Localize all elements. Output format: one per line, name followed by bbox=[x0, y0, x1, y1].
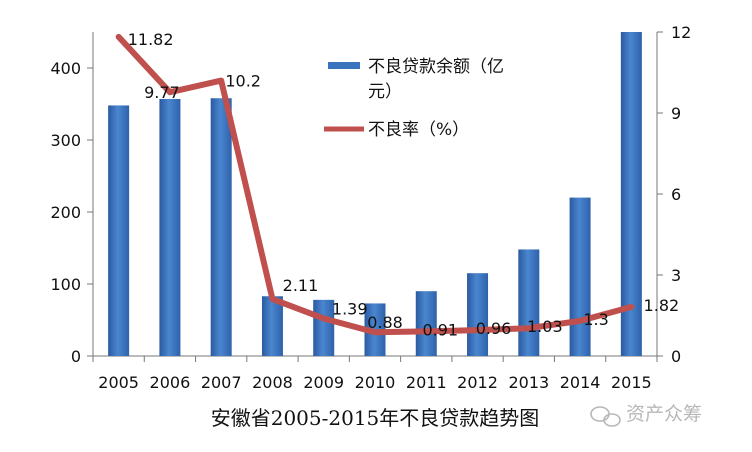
x-tick-label: 2006 bbox=[150, 373, 191, 392]
left-tick-label: 100 bbox=[50, 275, 81, 294]
right-tick-label: 9 bbox=[671, 104, 681, 123]
bar bbox=[415, 291, 437, 356]
data-label: 1.3 bbox=[583, 310, 608, 329]
left-tick-label: 300 bbox=[50, 131, 81, 150]
x-tick-label: 2009 bbox=[303, 373, 344, 392]
right-axis-ticks: 0 3 6 9 12 bbox=[657, 23, 691, 366]
line-series bbox=[115, 33, 635, 336]
watermark: 资产众筹 bbox=[590, 403, 702, 427]
right-tick-label: 6 bbox=[671, 185, 681, 204]
x-tick-label: 2008 bbox=[252, 373, 293, 392]
bar bbox=[159, 98, 181, 357]
legend: 不良贷款余额（亿 元） 不良率（%） bbox=[324, 57, 504, 140]
data-label: 1.03 bbox=[527, 317, 563, 336]
right-tick-label: 12 bbox=[671, 23, 691, 42]
x-tick-label: 2010 bbox=[355, 373, 396, 392]
x-tick-label: 2011 bbox=[406, 373, 447, 392]
bar bbox=[620, 32, 642, 356]
right-tick-label: 0 bbox=[671, 347, 681, 366]
bar bbox=[467, 273, 489, 356]
legend-bar-label: 不良贷款余额（亿 bbox=[368, 57, 504, 77]
data-label: 11.82 bbox=[128, 30, 174, 49]
left-tick-label: 0 bbox=[71, 347, 81, 366]
x-axis-ticks: 2005 2006 2007 2008 2009 2010 2011 2012 2013 2014… bbox=[92, 356, 658, 392]
data-label: 2.11 bbox=[283, 276, 319, 295]
x-tick-label: 2005 bbox=[98, 373, 139, 392]
data-label: 0.91 bbox=[422, 320, 458, 339]
x-tick-label: 2012 bbox=[457, 373, 498, 392]
wechat-icon bbox=[590, 406, 621, 427]
right-tick-label: 3 bbox=[671, 266, 681, 285]
bar bbox=[569, 197, 591, 356]
left-axis-ticks: 0 100 200 300 400 bbox=[50, 59, 93, 366]
rate-line bbox=[115, 33, 635, 336]
legend-bar-swatch bbox=[328, 62, 360, 69]
left-tick-label: 400 bbox=[50, 59, 81, 78]
data-label: 1.39 bbox=[332, 299, 368, 318]
data-label: 0.96 bbox=[476, 319, 512, 338]
x-tick-label: 2015 bbox=[611, 373, 652, 392]
bar bbox=[210, 98, 232, 357]
watermark-text: 资产众筹 bbox=[626, 403, 702, 425]
data-label: 10.2 bbox=[225, 72, 261, 91]
data-label: 1.82 bbox=[644, 296, 680, 315]
left-tick-label: 200 bbox=[50, 203, 81, 222]
bar-series bbox=[108, 32, 642, 357]
data-label: 0.88 bbox=[367, 313, 403, 332]
x-tick-label: 2014 bbox=[560, 373, 601, 392]
legend-bar-label-line2: 元） bbox=[368, 82, 402, 102]
x-tick-label: 2007 bbox=[201, 373, 242, 392]
chart-title: 安徽省2005-2015年不良贷款趋势图 bbox=[211, 406, 540, 430]
x-tick-label: 2013 bbox=[508, 373, 549, 392]
bar bbox=[518, 249, 540, 356]
data-label: 9.77 bbox=[144, 83, 180, 102]
bar bbox=[108, 105, 130, 356]
bar bbox=[261, 296, 283, 356]
legend-line-label: 不良率（%） bbox=[368, 120, 469, 140]
